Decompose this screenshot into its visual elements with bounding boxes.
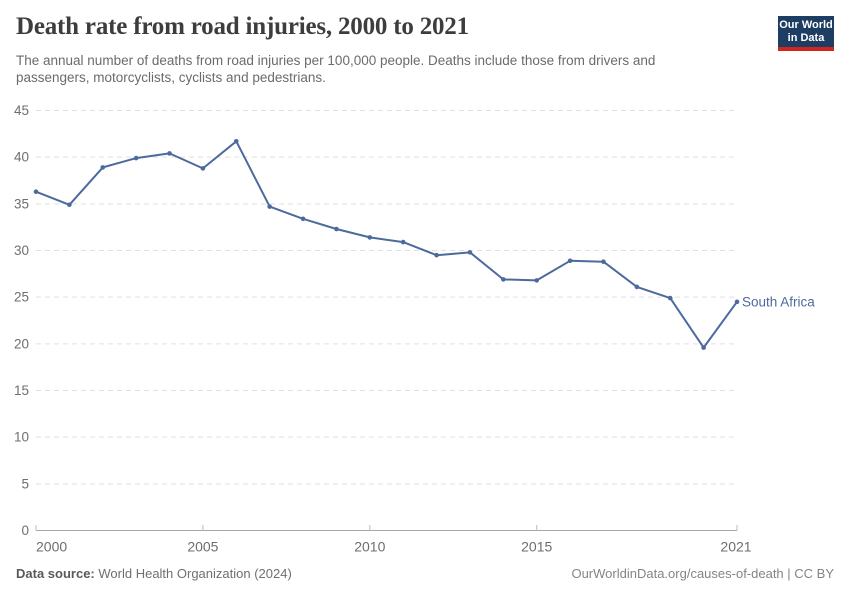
data-source: Data source: World Health Organization (…	[16, 566, 292, 581]
owid-logo-line1: Our World	[779, 19, 833, 31]
x-tick-label: 2000	[36, 539, 67, 555]
y-tick-label: 0	[21, 523, 29, 538]
x-tick-label: 2005	[187, 539, 218, 555]
y-tick-label: 45	[14, 103, 29, 118]
y-tick-label: 40	[14, 150, 29, 165]
y-tick-label: 15	[14, 383, 29, 398]
chart-subtitle: The annual number of deaths from road in…	[16, 53, 656, 85]
data-source-value: World Health Organization (2024)	[98, 566, 292, 581]
x-tick-label: 2010	[354, 539, 385, 555]
x-tick-label: 2015	[521, 539, 552, 555]
x-tick-label: 2021	[720, 539, 751, 555]
y-tick-label: 30	[14, 243, 29, 258]
chart-footer: Data source: World Health Organization (…	[16, 566, 834, 581]
y-tick-label: 35	[14, 196, 29, 211]
y-tick-label: 5	[21, 476, 29, 491]
footer-citation-link[interactable]: OurWorldinData.org/causes-of-death | CC …	[571, 566, 834, 581]
owid-logo[interactable]: Our World in Data	[778, 16, 834, 51]
y-tick-label: 10	[14, 430, 29, 445]
page-title: Death rate from road injuries, 2000 to 2…	[16, 13, 469, 40]
series-label: South Africa	[742, 294, 815, 309]
y-tick-label: 20	[14, 336, 29, 351]
data-source-label: Data source:	[16, 566, 95, 581]
owid-logo-line2: in Data	[787, 32, 825, 44]
y-tick-label: 25	[14, 290, 29, 305]
